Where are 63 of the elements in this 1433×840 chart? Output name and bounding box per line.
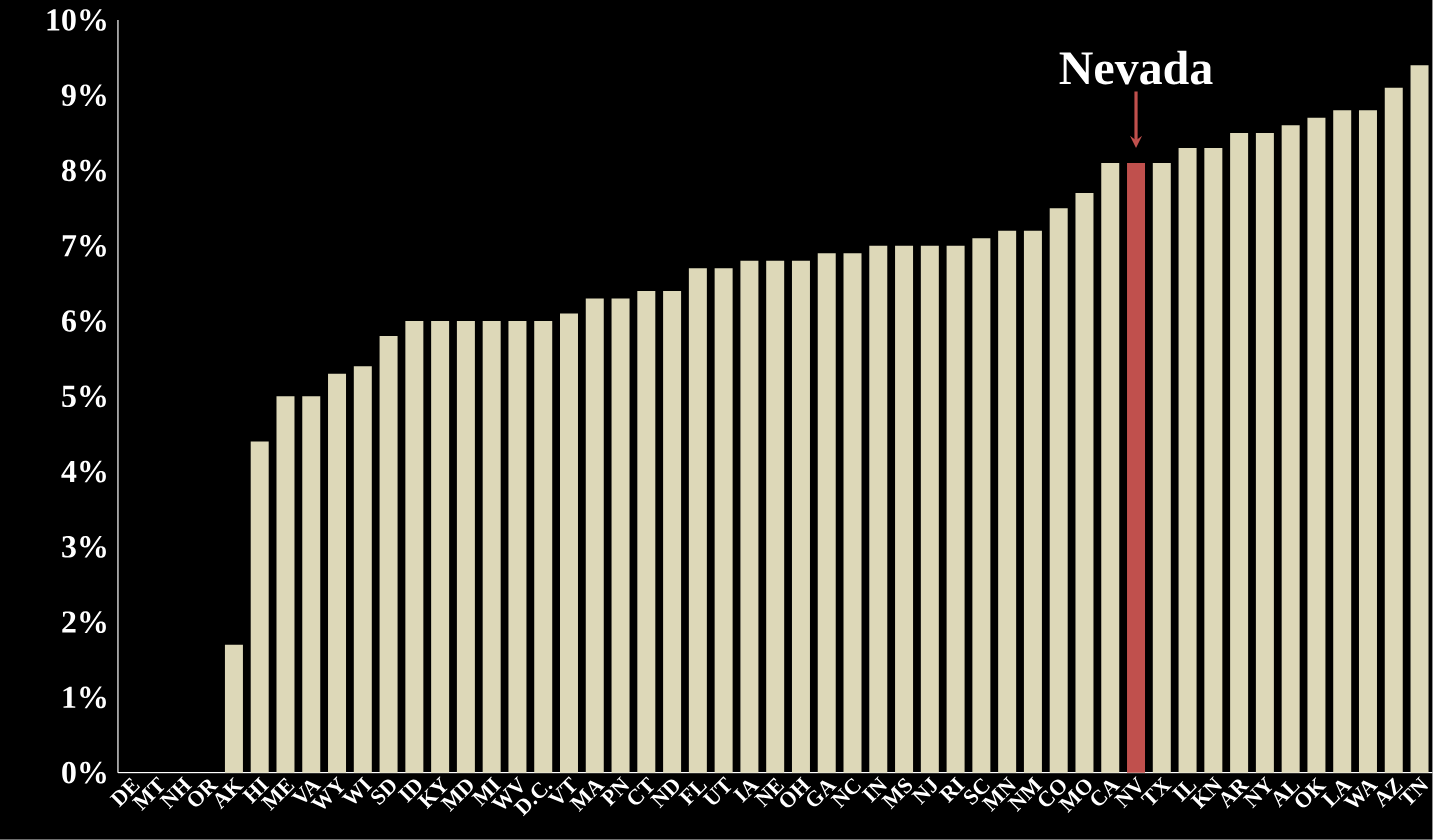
bar — [431, 321, 450, 773]
bar — [224, 644, 243, 773]
bar — [637, 291, 656, 773]
bar — [1127, 163, 1146, 773]
y-tick-label: 7% — [62, 235, 106, 257]
x-tick-label: SD — [371, 779, 396, 806]
bar — [1152, 163, 1171, 773]
bar — [1049, 208, 1068, 773]
bar — [1281, 125, 1300, 773]
bar — [1178, 148, 1197, 773]
bar — [405, 321, 424, 773]
bar — [1075, 193, 1094, 773]
bar — [740, 261, 759, 773]
y-tick-label: 0% — [62, 762, 106, 784]
bar — [1307, 118, 1326, 773]
bar — [508, 321, 527, 773]
bar — [1101, 163, 1120, 773]
bar — [379, 336, 398, 773]
bar — [714, 268, 733, 773]
x-tick-label: NJ — [911, 776, 937, 806]
bar — [1230, 133, 1249, 773]
y-tick-label: 1% — [63, 686, 106, 709]
bar — [482, 321, 501, 773]
bar — [766, 261, 785, 773]
bar — [1204, 148, 1223, 773]
bar — [328, 373, 347, 773]
bar — [843, 253, 862, 773]
bar — [276, 396, 295, 773]
bar — [302, 396, 321, 773]
bar — [1023, 230, 1042, 773]
bar — [1410, 65, 1429, 773]
bar — [534, 321, 553, 773]
bar — [663, 291, 682, 773]
bar — [1384, 87, 1403, 773]
bar — [560, 313, 578, 773]
bar — [817, 253, 836, 773]
y-tick-label: 4% — [61, 460, 106, 483]
bar — [250, 441, 269, 773]
annotation: Nevada — [1059, 50, 1213, 85]
y-tick-label: 8% — [62, 159, 106, 182]
bar — [353, 366, 372, 773]
bar — [895, 245, 914, 773]
bar — [585, 298, 604, 773]
y-tick-label: 9% — [61, 84, 106, 107]
x-tick-label: TX — [1140, 777, 1172, 806]
bar — [920, 245, 939, 773]
bar — [688, 268, 707, 773]
bar — [1333, 110, 1352, 773]
bar — [1255, 133, 1274, 773]
y-tick-label: 2% — [62, 611, 106, 634]
bar — [1358, 110, 1377, 773]
x-tick-label: RI — [938, 776, 966, 804]
y-tick-label: 5% — [62, 385, 106, 408]
bar — [791, 261, 810, 773]
bar — [946, 245, 965, 773]
y-tick-label: 6% — [62, 310, 106, 333]
bar — [611, 298, 630, 773]
bar — [998, 230, 1017, 773]
bar — [869, 245, 888, 773]
y-tick-label: 3% — [62, 536, 106, 558]
bar — [972, 238, 991, 773]
y-tick-label: 10% — [47, 9, 106, 32]
bar — [456, 321, 475, 773]
